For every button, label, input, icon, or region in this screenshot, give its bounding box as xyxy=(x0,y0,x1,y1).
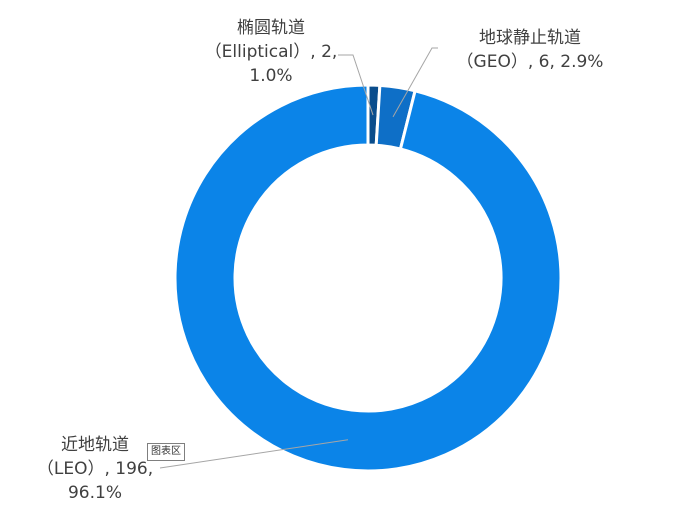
chart-area-tooltip: 图表区 xyxy=(147,443,185,461)
label-leo-line2: （LEO）, 196, xyxy=(36,459,154,479)
leader-leo xyxy=(159,439,349,469)
label-elliptical-line2: （Elliptical）, 2, xyxy=(204,42,338,62)
label-geo-line2: （GEO）, 6, 2.9% xyxy=(456,52,604,72)
label-elliptical-line3: 1.0% xyxy=(249,66,293,86)
leader-elliptical xyxy=(338,54,374,116)
leader-geo xyxy=(392,47,438,118)
label-leo: 近地轨道 （LEO）, 196, 96.1% xyxy=(20,433,170,505)
label-leo-line3: 96.1% xyxy=(67,483,122,503)
slice-leo[interactable] xyxy=(173,83,563,473)
label-leo-line1: 近地轨道 xyxy=(61,435,129,455)
label-elliptical-line1: 椭圆轨道 xyxy=(237,18,305,38)
label-geo-line1: 地球静止轨道 xyxy=(479,28,581,48)
label-geo: 地球静止轨道 （GEO）, 6, 2.9% xyxy=(440,26,620,74)
label-elliptical: 椭圆轨道 （Elliptical）, 2, 1.0% xyxy=(196,16,346,88)
